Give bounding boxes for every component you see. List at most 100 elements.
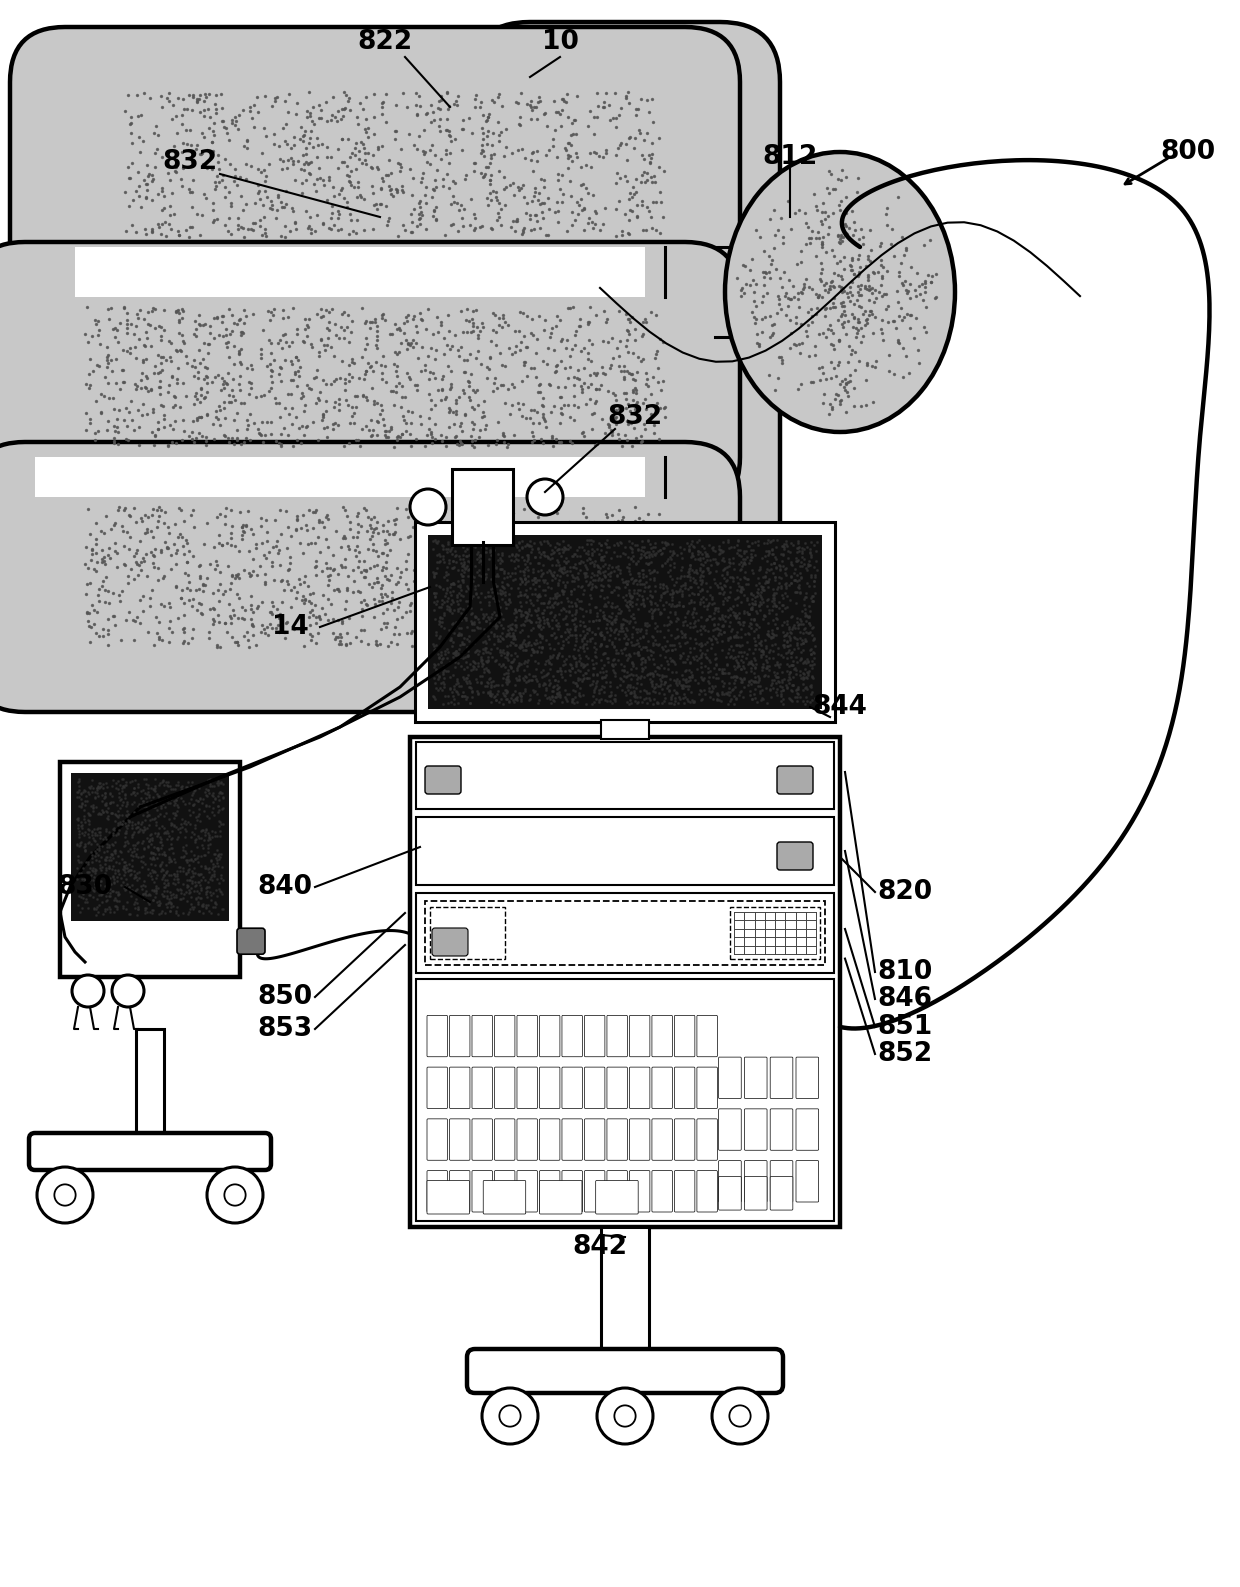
FancyBboxPatch shape (449, 1066, 470, 1108)
FancyBboxPatch shape (675, 1171, 694, 1212)
FancyBboxPatch shape (425, 767, 461, 794)
FancyBboxPatch shape (770, 1160, 792, 1201)
FancyBboxPatch shape (606, 1016, 627, 1057)
FancyBboxPatch shape (719, 1160, 742, 1201)
Text: 10: 10 (542, 29, 578, 56)
FancyBboxPatch shape (601, 720, 649, 740)
FancyBboxPatch shape (449, 1171, 470, 1212)
FancyBboxPatch shape (10, 27, 740, 302)
Circle shape (55, 1184, 76, 1206)
Text: 842: 842 (573, 1235, 627, 1260)
Text: 840: 840 (258, 874, 312, 900)
FancyBboxPatch shape (630, 1171, 650, 1212)
Text: 850: 850 (258, 984, 312, 1009)
FancyBboxPatch shape (652, 1119, 672, 1160)
FancyBboxPatch shape (539, 1066, 560, 1108)
Text: 852: 852 (878, 1041, 932, 1066)
Text: 820: 820 (878, 879, 932, 905)
FancyBboxPatch shape (415, 817, 835, 886)
Circle shape (112, 974, 144, 1008)
FancyBboxPatch shape (675, 1119, 694, 1160)
FancyBboxPatch shape (472, 1171, 492, 1212)
Text: 832: 832 (608, 405, 662, 430)
Circle shape (614, 1406, 636, 1427)
FancyBboxPatch shape (697, 1066, 718, 1108)
Circle shape (729, 1406, 750, 1427)
FancyBboxPatch shape (777, 767, 813, 794)
FancyBboxPatch shape (562, 1016, 583, 1057)
FancyBboxPatch shape (796, 1057, 818, 1098)
FancyBboxPatch shape (449, 1016, 470, 1057)
FancyBboxPatch shape (453, 470, 513, 544)
Circle shape (482, 1389, 538, 1444)
Text: 853: 853 (258, 1016, 312, 1043)
FancyBboxPatch shape (744, 1160, 768, 1201)
Text: 800: 800 (1159, 140, 1215, 165)
FancyBboxPatch shape (517, 1066, 537, 1108)
FancyBboxPatch shape (744, 1109, 768, 1151)
Circle shape (596, 1389, 653, 1444)
FancyBboxPatch shape (606, 1171, 627, 1212)
FancyBboxPatch shape (0, 443, 740, 713)
FancyBboxPatch shape (472, 1016, 492, 1057)
FancyBboxPatch shape (472, 1066, 492, 1108)
Bar (730, 908, 820, 959)
FancyBboxPatch shape (539, 1171, 560, 1212)
Circle shape (72, 974, 104, 1008)
FancyBboxPatch shape (427, 1171, 448, 1212)
Text: 846: 846 (878, 986, 932, 1013)
FancyBboxPatch shape (29, 1133, 272, 1170)
FancyBboxPatch shape (35, 457, 645, 497)
FancyBboxPatch shape (495, 1171, 515, 1212)
FancyBboxPatch shape (601, 1227, 649, 1357)
FancyBboxPatch shape (0, 241, 740, 513)
FancyBboxPatch shape (495, 1016, 515, 1057)
FancyBboxPatch shape (484, 1181, 526, 1214)
Circle shape (712, 1389, 768, 1444)
Text: 810: 810 (878, 959, 932, 986)
FancyBboxPatch shape (697, 1171, 718, 1212)
FancyBboxPatch shape (432, 928, 467, 955)
FancyBboxPatch shape (744, 1176, 768, 1209)
FancyBboxPatch shape (584, 1171, 605, 1212)
FancyBboxPatch shape (495, 1066, 515, 1108)
FancyBboxPatch shape (415, 979, 835, 1220)
FancyBboxPatch shape (517, 1016, 537, 1057)
FancyBboxPatch shape (595, 1181, 639, 1214)
FancyBboxPatch shape (428, 535, 822, 709)
FancyBboxPatch shape (697, 1119, 718, 1160)
FancyBboxPatch shape (652, 1016, 672, 1057)
FancyBboxPatch shape (539, 1016, 560, 1057)
FancyBboxPatch shape (744, 1057, 768, 1098)
FancyBboxPatch shape (517, 1171, 537, 1212)
Text: 832: 832 (162, 149, 217, 175)
FancyBboxPatch shape (796, 1160, 818, 1201)
FancyBboxPatch shape (237, 928, 265, 954)
FancyBboxPatch shape (652, 1171, 672, 1212)
FancyBboxPatch shape (630, 1066, 650, 1108)
Text: 14: 14 (272, 614, 309, 640)
FancyBboxPatch shape (449, 1119, 470, 1160)
FancyBboxPatch shape (719, 1057, 742, 1098)
Circle shape (500, 1406, 521, 1427)
FancyBboxPatch shape (630, 1016, 650, 1057)
Text: 822: 822 (357, 29, 413, 56)
FancyBboxPatch shape (562, 1119, 583, 1160)
FancyBboxPatch shape (796, 1109, 818, 1151)
FancyBboxPatch shape (60, 762, 241, 978)
FancyBboxPatch shape (675, 1016, 694, 1057)
FancyBboxPatch shape (472, 1119, 492, 1160)
FancyBboxPatch shape (71, 773, 229, 920)
Bar (425, 901, 825, 965)
FancyBboxPatch shape (467, 1349, 782, 1393)
Circle shape (410, 489, 446, 525)
FancyBboxPatch shape (630, 1119, 650, 1160)
FancyBboxPatch shape (539, 1119, 560, 1160)
Bar (430, 908, 505, 959)
Ellipse shape (725, 152, 955, 432)
FancyBboxPatch shape (74, 248, 645, 297)
Text: 812: 812 (763, 144, 817, 170)
FancyBboxPatch shape (415, 743, 835, 809)
FancyBboxPatch shape (136, 1028, 164, 1139)
Text: 844: 844 (812, 694, 868, 720)
